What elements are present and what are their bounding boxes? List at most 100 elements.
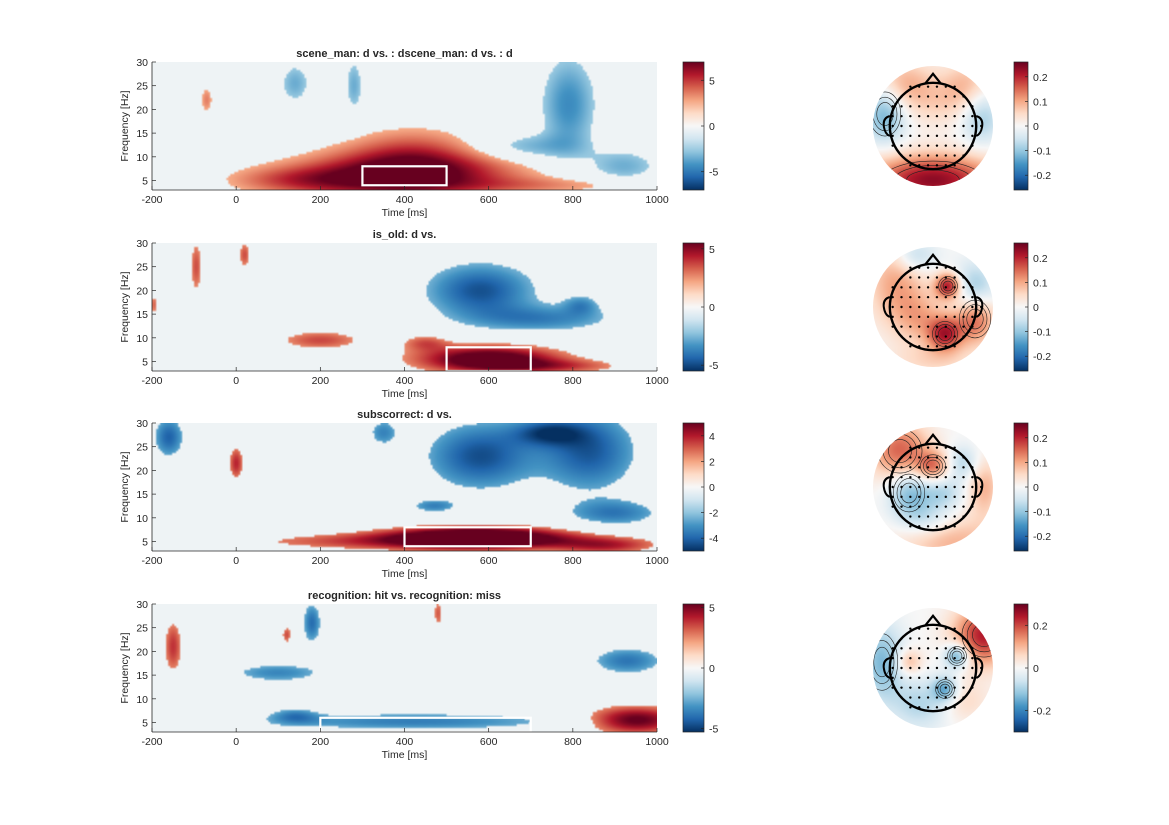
electrode-dot <box>962 515 965 518</box>
electrode-dot <box>900 305 903 309</box>
electrode-dot <box>953 105 956 108</box>
topo-contour <box>873 640 895 684</box>
electrode-dot <box>918 85 921 88</box>
colorbar-tick-label: 5 <box>709 75 715 87</box>
roi-box <box>403 526 532 548</box>
electrode-dot <box>909 627 912 630</box>
electrode-dot <box>953 325 956 328</box>
tfr-heatmap <box>152 62 657 190</box>
electrode-dot <box>971 325 974 328</box>
electrode-dot <box>926 676 930 680</box>
topo-contour <box>947 646 967 666</box>
electrode-dot <box>935 345 939 348</box>
electrode-dot <box>926 325 930 328</box>
x-tick-label: 200 <box>312 375 330 387</box>
electrode-dot <box>971 495 974 499</box>
topo-colorbar-tick-label: 0 <box>1033 482 1039 494</box>
electrode-dot <box>918 114 921 118</box>
y-tick-label: 25 <box>136 442 148 454</box>
electrode-dot <box>953 446 956 449</box>
electrode-dot <box>891 647 894 650</box>
electrode-dot <box>900 656 903 660</box>
x-tick-label: -200 <box>141 736 162 748</box>
x-tick-label: 0 <box>233 555 239 567</box>
electrode-dot <box>935 686 939 689</box>
x-tick-label: -200 <box>141 555 162 567</box>
electrode-dot <box>953 495 956 499</box>
panel-title: is_old: d vs. <box>373 229 437 241</box>
electrode-dot <box>935 656 939 660</box>
electrode-dot <box>891 495 894 499</box>
electrode-dot <box>909 144 912 147</box>
electrode-dot <box>962 485 965 489</box>
colorbar-tick-label: 5 <box>709 244 715 256</box>
heatmap-colorbar <box>682 242 705 372</box>
colorbar-tick-label: -5 <box>709 360 718 372</box>
electrode-dot <box>891 114 894 118</box>
electrode-dot <box>900 466 903 469</box>
electrode-dot <box>935 295 939 299</box>
electrode-dot <box>944 627 947 630</box>
electrode-dot <box>935 325 939 328</box>
y-tick-label: 10 <box>136 152 148 164</box>
electrode-dot <box>935 495 939 499</box>
electrode-dot <box>909 85 912 88</box>
electrode-dot <box>953 154 956 157</box>
electrode-dot <box>900 335 903 338</box>
topo-contour <box>939 683 951 695</box>
electrode-dot <box>918 456 921 459</box>
electrode-dot <box>926 286 930 289</box>
electrode-dot <box>971 666 974 670</box>
panel-1: scene_man: d vs. : dscene_man: d vs. : d… <box>119 48 1051 219</box>
electrode-dot <box>918 335 921 338</box>
tfr-heatmap <box>152 604 657 732</box>
x-tick-label: 600 <box>480 736 498 748</box>
electrode-dot <box>962 325 965 328</box>
electrode-dot <box>900 485 903 489</box>
topo-contour <box>938 276 958 296</box>
electrode-dot <box>953 134 956 138</box>
electrode-dot <box>962 456 965 459</box>
electrode-dot <box>909 124 912 128</box>
topo-colorbar-tick-label: 0.1 <box>1033 277 1048 289</box>
left-ear <box>882 657 891 679</box>
electrode-dot <box>944 295 947 299</box>
head-outline <box>888 81 978 171</box>
electrode-dot <box>926 627 930 630</box>
electrode-dot <box>935 647 939 650</box>
electrode-dot <box>971 295 974 299</box>
electrode-dot <box>909 164 912 167</box>
electrode-dot <box>944 305 947 309</box>
electrode-dot <box>918 647 921 650</box>
electrode-dot <box>918 495 921 499</box>
electrode-dot <box>944 105 947 108</box>
colorbar-tick-label: 0 <box>709 482 715 494</box>
electrode-dot <box>962 696 965 699</box>
x-axis-label: Time [ms] <box>382 388 428 400</box>
x-tick-label: 400 <box>396 194 414 206</box>
electrode-dot <box>900 637 903 640</box>
electrode-dot <box>953 335 956 338</box>
electrode-dot <box>971 124 974 128</box>
topo-colorbar-tick-label: -0.1 <box>1033 146 1051 158</box>
electrode-dot <box>944 485 947 489</box>
y-axis-label: Frequency [Hz] <box>119 271 131 342</box>
electrode-dot <box>918 696 921 699</box>
colorbar-tick-label: -5 <box>709 723 718 735</box>
x-tick-label: 0 <box>233 194 239 206</box>
electrode-dot <box>909 637 912 640</box>
electrode-dot <box>909 515 912 518</box>
electrode-dot <box>926 696 930 699</box>
electrode-dot <box>926 276 930 279</box>
electrode-dot <box>944 466 947 469</box>
nose <box>924 614 942 627</box>
x-tick-label: 600 <box>480 555 498 567</box>
topo-contour <box>923 457 943 475</box>
y-axis-label: Frequency [Hz] <box>119 90 131 161</box>
electrode-dot <box>953 114 956 118</box>
electrode-dot <box>971 656 974 660</box>
electrode-dot <box>909 276 912 279</box>
electrode-dot <box>953 656 956 660</box>
topo-colorbar-tick-label: 0.1 <box>1033 96 1048 108</box>
y-axis-label: Frequency [Hz] <box>119 632 131 703</box>
